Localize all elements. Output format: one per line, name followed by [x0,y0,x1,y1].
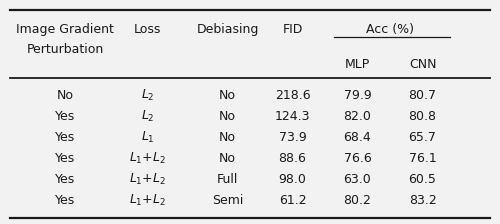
Text: 76.1: 76.1 [408,152,436,165]
Text: 218.6: 218.6 [274,89,310,102]
Text: Loss: Loss [134,23,161,36]
Text: Yes: Yes [55,173,75,186]
Text: No: No [219,152,236,165]
Text: $L_1$+$L_2$: $L_1$+$L_2$ [129,192,166,208]
Text: Yes: Yes [55,194,75,207]
Text: 82.0: 82.0 [344,110,371,123]
Text: $L_1$+$L_2$: $L_1$+$L_2$ [129,172,166,187]
Text: 79.9: 79.9 [344,89,371,102]
Text: 68.4: 68.4 [344,131,371,144]
Text: Full: Full [217,173,238,186]
Text: 98.0: 98.0 [278,173,306,186]
Text: Semi: Semi [212,194,243,207]
Text: Debiasing: Debiasing [196,23,258,36]
Text: 88.6: 88.6 [278,152,306,165]
Text: 80.7: 80.7 [408,89,436,102]
Text: Image Gradient: Image Gradient [16,23,114,36]
Text: MLP: MLP [345,58,370,71]
Text: No: No [219,131,236,144]
Text: 65.7: 65.7 [408,131,436,144]
Text: $L_2$: $L_2$ [140,88,154,103]
Text: No: No [219,110,236,123]
Text: 83.2: 83.2 [408,194,436,207]
Text: 124.3: 124.3 [275,110,310,123]
Text: 76.6: 76.6 [344,152,371,165]
Text: Acc (%): Acc (%) [366,23,414,36]
Text: 61.2: 61.2 [278,194,306,207]
Text: 60.5: 60.5 [408,173,436,186]
Text: CNN: CNN [409,58,436,71]
Text: 80.2: 80.2 [344,194,371,207]
Text: No: No [56,89,74,102]
Text: FID: FID [282,23,302,36]
Text: Perturbation: Perturbation [26,43,104,56]
Text: 73.9: 73.9 [278,131,306,144]
Text: 63.0: 63.0 [344,173,371,186]
Text: $L_1$+$L_2$: $L_1$+$L_2$ [129,151,166,166]
Text: 80.8: 80.8 [408,110,436,123]
Text: Yes: Yes [55,131,75,144]
Text: No: No [219,89,236,102]
Text: Yes: Yes [55,110,75,123]
Text: $L_2$: $L_2$ [140,109,154,124]
Text: Yes: Yes [55,152,75,165]
Text: $L_1$: $L_1$ [140,130,154,145]
